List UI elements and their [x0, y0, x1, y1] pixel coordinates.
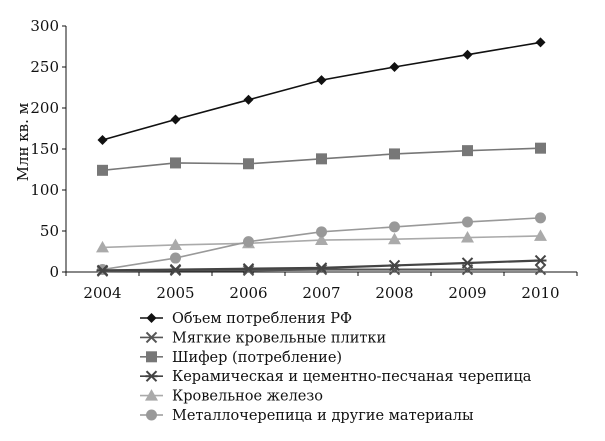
data-point [96, 264, 109, 277]
legend-marker [146, 409, 157, 421]
data-point [97, 134, 108, 145]
x-tick-label: 2004 [83, 284, 121, 302]
data-point [534, 229, 547, 241]
legend-label: Шифер (потребление) [172, 350, 342, 366]
x-tick-label: 2007 [302, 284, 340, 302]
data-point [316, 75, 327, 86]
y-tick-label: 0 [49, 263, 59, 281]
legend-item: Объем потребления РФ [140, 311, 352, 327]
data-point [315, 262, 328, 274]
series-0 [97, 37, 546, 145]
series-line [102, 41, 541, 141]
data-point [535, 212, 546, 224]
data-point [169, 263, 182, 276]
data-point [242, 264, 255, 277]
y-tick-label: 250 [30, 58, 59, 76]
data-point [315, 233, 328, 246]
chart-axes: 0 50 100 150 200 250 300 2004 2005 2006 2007 2008 20… [30, 17, 578, 302]
data-point [462, 216, 473, 228]
data-point [461, 257, 474, 269]
series-2 [97, 142, 546, 176]
data-point [170, 114, 181, 125]
data-point [170, 157, 181, 169]
data-point [389, 62, 400, 72]
data-point [316, 226, 327, 238]
series-layer [96, 37, 547, 277]
data-point [534, 254, 547, 267]
y-tick-label: 100 [30, 181, 59, 199]
data-point [243, 236, 254, 248]
legend-marker [146, 351, 157, 363]
data-point [242, 263, 255, 275]
x-tick-label: 2006 [229, 284, 267, 302]
legend-item: Шифер (потребление) [140, 350, 342, 366]
legend-marker [145, 370, 158, 382]
x-tick-label: 2008 [375, 284, 413, 302]
data-point [389, 221, 400, 233]
legend: Объем потребления РФ Мягкие кровельные пл… [140, 311, 532, 424]
series-3 [96, 254, 547, 277]
series-4 [96, 229, 547, 253]
legend-item: Металлочерепица и другие материалы [140, 408, 474, 424]
data-point [388, 259, 401, 272]
y-tick-label: 150 [30, 140, 59, 158]
data-point [243, 158, 254, 170]
y-tick-label: 200 [30, 99, 59, 117]
data-point [388, 232, 401, 245]
legend-item: Керамическая и цементно-песчаная черепиц… [140, 369, 532, 385]
x-tick-label: 2009 [448, 284, 486, 302]
legend-label: Кровельное железо [172, 389, 323, 405]
x-tick-label: 2010 [521, 284, 559, 302]
data-point [243, 94, 254, 105]
legend-label: Керамическая и цементно-песчаная черепиц… [172, 369, 532, 385]
legend-label: Объем потребления РФ [172, 311, 352, 327]
data-point [535, 142, 546, 154]
data-point [535, 37, 546, 48]
legend-item: Мягкие кровельные плитки [140, 330, 386, 346]
data-point [315, 263, 328, 276]
data-point [462, 49, 473, 60]
legend-marker [145, 389, 158, 401]
legend-marker [146, 313, 157, 323]
legend-item: Кровельное железо [140, 389, 323, 405]
data-point [170, 252, 181, 264]
data-point [389, 148, 400, 160]
y-axis-title: Млн кв. м [14, 102, 32, 181]
data-point [461, 231, 474, 243]
y-tick-label: 50 [40, 222, 59, 240]
legend-marker [145, 331, 158, 344]
x-tick-label: 2005 [156, 284, 194, 302]
legend-label: Мягкие кровельные плитки [172, 330, 386, 346]
data-point [316, 153, 327, 165]
legend-label: Металлочерепица и другие материалы [172, 408, 474, 424]
data-point [97, 164, 108, 176]
data-point [169, 238, 182, 250]
data-point [462, 145, 473, 157]
data-point [96, 240, 109, 253]
y-tick-label: 300 [30, 17, 59, 35]
data-point [534, 263, 547, 276]
